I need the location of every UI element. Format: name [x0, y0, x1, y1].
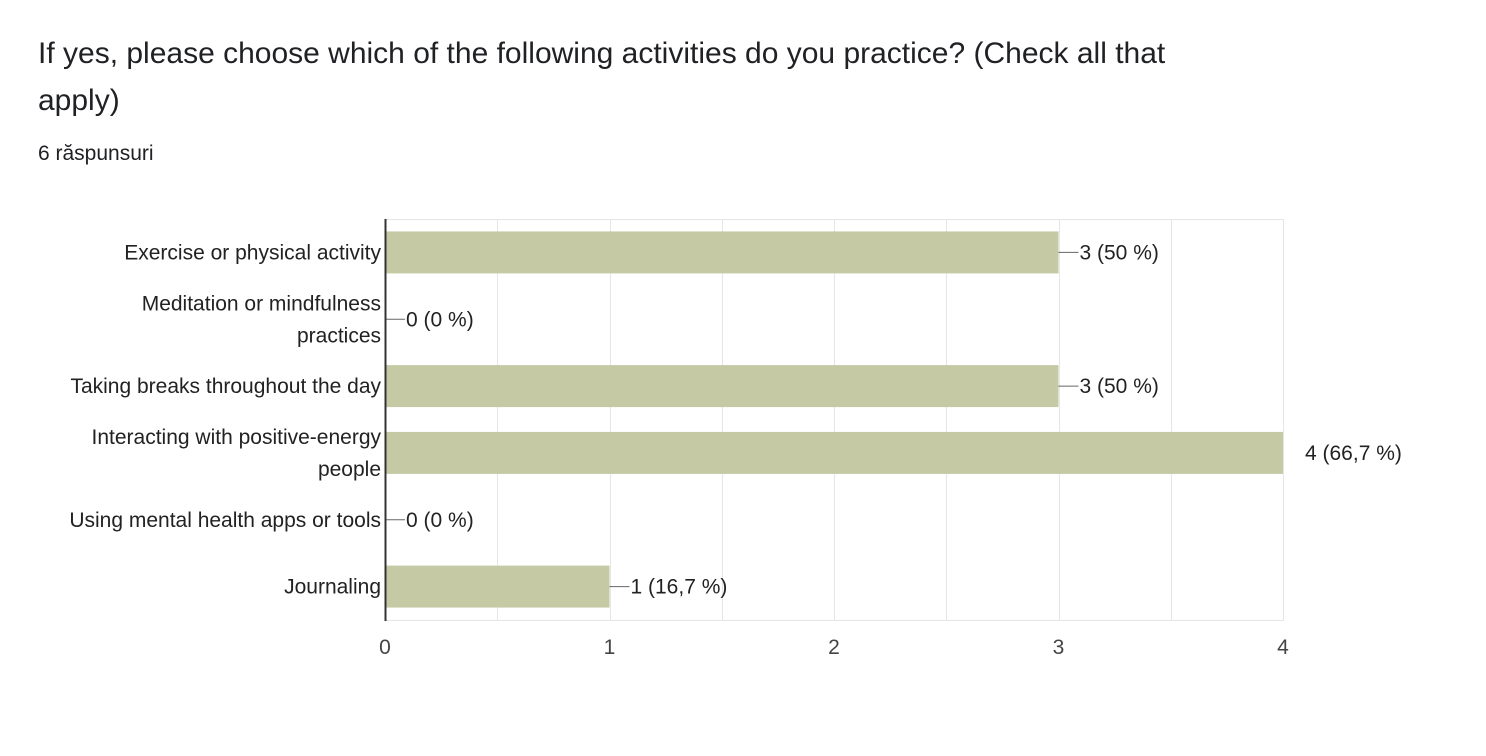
data-label: 3 (50 %) [1080, 375, 1159, 398]
category-label: Journaling [284, 576, 381, 599]
bar [385, 565, 610, 608]
category-label: people [318, 458, 381, 481]
data-label: 0 (0 %) [406, 308, 474, 331]
category-label: Meditation or mindfulness [142, 292, 381, 315]
question-title: If yes, please choose which of the follo… [38, 37, 1166, 117]
data-label: 4 (66,7 %) [1305, 442, 1402, 465]
x-tick-label: 3 [1053, 636, 1065, 659]
bar [385, 365, 1059, 408]
category-label: Using mental health apps or tools [69, 509, 381, 532]
bar [385, 431, 1283, 474]
category-label: Exercise or physical activity [124, 241, 381, 264]
data-label: 0 (0 %) [406, 509, 474, 532]
x-tick-label: 4 [1277, 636, 1289, 659]
x-tick-label: 1 [604, 636, 616, 659]
category-label: Interacting with positive-energy [92, 426, 382, 449]
response-count: 6 răspunsuri [38, 142, 154, 165]
data-label: 3 (50 %) [1080, 241, 1159, 264]
data-label: 1 (16,7 %) [631, 576, 728, 599]
x-tick-label: 2 [828, 636, 840, 659]
category-label: Taking breaks throughout the day [70, 375, 381, 398]
bar [385, 231, 1059, 274]
category-label: practices [297, 324, 381, 347]
x-tick-label: 0 [379, 636, 391, 659]
